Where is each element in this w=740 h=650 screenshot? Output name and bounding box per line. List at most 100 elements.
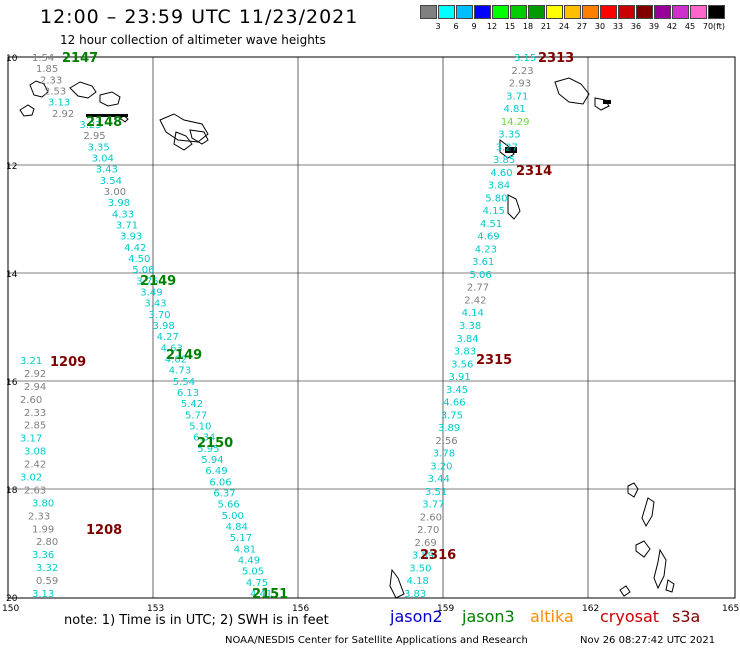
island-outline bbox=[653, 548, 667, 590]
lat-label: 10 bbox=[6, 54, 18, 64]
wave-height-value: 3.59 bbox=[412, 551, 434, 562]
satellite-name: jason2 bbox=[390, 607, 443, 626]
wave-height-value: 3.85 bbox=[493, 155, 515, 166]
wave-height-value: 3.45 bbox=[446, 385, 468, 396]
legend-label: 9 bbox=[471, 22, 477, 31]
pass-id-label: 2313 bbox=[538, 51, 574, 66]
legend-label: 24 bbox=[558, 22, 570, 31]
longitude-labels: 150 153 156 159 162 165 bbox=[2, 604, 739, 614]
wave-height-value: 3.08 bbox=[24, 447, 46, 458]
coastlines bbox=[19, 77, 675, 599]
legend-swatch bbox=[672, 5, 689, 19]
legend-swatch bbox=[510, 5, 527, 19]
wave-height-value: 4.49 bbox=[238, 556, 260, 567]
pass-id-label: 2316 bbox=[420, 548, 456, 563]
pass-id-label: 2148 bbox=[86, 115, 122, 130]
wave-height-value: 3.84 bbox=[456, 334, 478, 345]
island-outline bbox=[554, 77, 590, 105]
wave-height-value: 3.70 bbox=[148, 310, 170, 321]
wave-height-value: 2.95 bbox=[83, 131, 105, 142]
wave-height-value: 3.71 bbox=[506, 91, 528, 102]
island-outline bbox=[594, 97, 610, 111]
wave-height-value: 5.94 bbox=[201, 455, 223, 466]
wave-height-value: 4.18 bbox=[407, 576, 429, 587]
legend-swatch bbox=[600, 5, 617, 19]
lon-label: 162 bbox=[582, 604, 599, 614]
wave-height-value: 3.98 bbox=[153, 321, 175, 332]
wave-height-value: 4.23 bbox=[475, 244, 497, 255]
wave-height-value: 2.53 bbox=[44, 87, 66, 98]
pass-id-label: 2149 bbox=[166, 348, 202, 363]
wave-height-value: 5.42 bbox=[181, 399, 203, 410]
wave-height-value: 2.33 bbox=[40, 75, 62, 86]
island-outline bbox=[507, 194, 521, 220]
wave-height-value: 4.50 bbox=[128, 254, 150, 265]
wave-height-value: 3.20 bbox=[430, 461, 452, 472]
legend-label: 45 bbox=[684, 22, 696, 31]
legend-label: 39 bbox=[648, 22, 660, 31]
wave-height-value: 3.38 bbox=[459, 321, 481, 332]
wave-height-value: 2.33 bbox=[24, 408, 46, 419]
satellite-name: cryosat bbox=[600, 607, 660, 626]
wave-height-value: 3.00 bbox=[104, 187, 126, 198]
lon-label: 165 bbox=[722, 604, 739, 614]
wave-height-value: 4.63 bbox=[161, 343, 183, 354]
wave-height-value: 2.92 bbox=[24, 369, 46, 380]
wave-height-value: 2.94 bbox=[24, 382, 46, 393]
legend-label: 33 bbox=[612, 22, 624, 31]
generated-timestamp: Nov 26 08:27:42 UTC 2021 bbox=[580, 635, 716, 646]
wave-height-value: 4.60 bbox=[490, 168, 512, 179]
reef-mark bbox=[86, 114, 128, 117]
wave-height-value: 3.71 bbox=[116, 221, 138, 232]
map-subtitle: 12 hour collection of altimeter wave hei… bbox=[60, 33, 326, 47]
wave-height-value: 2.69 bbox=[415, 538, 437, 549]
wave-height-value: 3.98 bbox=[108, 198, 130, 209]
legend-label: 21 bbox=[540, 22, 552, 31]
reef-mark bbox=[603, 100, 611, 104]
wave-height-value: 1.99 bbox=[32, 524, 54, 535]
legend-label: 6 bbox=[453, 22, 459, 31]
legend-swatch bbox=[492, 5, 509, 19]
wave-height-value: 1.85 bbox=[36, 64, 58, 75]
island-outline bbox=[19, 104, 35, 117]
island-outline bbox=[29, 80, 49, 98]
island-outline bbox=[159, 113, 209, 143]
wave-height-value: 2.33 bbox=[28, 511, 50, 522]
wave-height-value: 2.60 bbox=[420, 512, 442, 523]
lon-label: 153 bbox=[147, 604, 164, 614]
lat-label: 16 bbox=[6, 378, 18, 388]
wave-height-value: 2.70 bbox=[417, 525, 439, 536]
wave-height-value: 4.66 bbox=[443, 398, 465, 409]
wave-height-value: 2.60 bbox=[20, 395, 42, 406]
legend-swatch bbox=[582, 5, 599, 19]
island-outline bbox=[389, 568, 405, 599]
lat-label: 12 bbox=[6, 162, 17, 172]
wave-height-value: 3.89 bbox=[438, 423, 460, 434]
credit-line: NOAA/NESDIS Center for Satellite Applica… bbox=[225, 635, 528, 646]
legend-label: 70 bbox=[702, 22, 714, 31]
wave-height-value: 3.80 bbox=[32, 498, 54, 509]
pass-id-label: 2149 bbox=[140, 274, 176, 289]
legend-unit: (ft) bbox=[712, 22, 726, 31]
island-outline bbox=[641, 497, 655, 528]
legend-swatch bbox=[456, 5, 473, 19]
pass-id-label: 1208 bbox=[86, 523, 122, 538]
wave-height-value: 2.92 bbox=[52, 109, 74, 120]
wave-height-value: 5.06 bbox=[470, 270, 492, 281]
island-outline bbox=[665, 579, 675, 593]
wave-height-value: 4.81 bbox=[234, 544, 256, 555]
island-outline bbox=[69, 81, 97, 99]
legend-swatch bbox=[654, 5, 671, 19]
wave-height-value: 3.36 bbox=[32, 550, 54, 561]
satellite-name: jason3 bbox=[462, 607, 515, 626]
wave-height-value: 4.42 bbox=[124, 243, 146, 254]
island-outline bbox=[189, 129, 209, 145]
island-outline bbox=[173, 131, 193, 151]
wave-height-value: 5.10 bbox=[189, 422, 211, 433]
wave-height-value: 5.06 bbox=[132, 265, 154, 276]
wave-height-value: 5.00 bbox=[222, 511, 244, 522]
legend-swatch bbox=[420, 5, 437, 19]
island-outline bbox=[635, 540, 651, 558]
wave-height-value: 3.77 bbox=[422, 500, 444, 511]
